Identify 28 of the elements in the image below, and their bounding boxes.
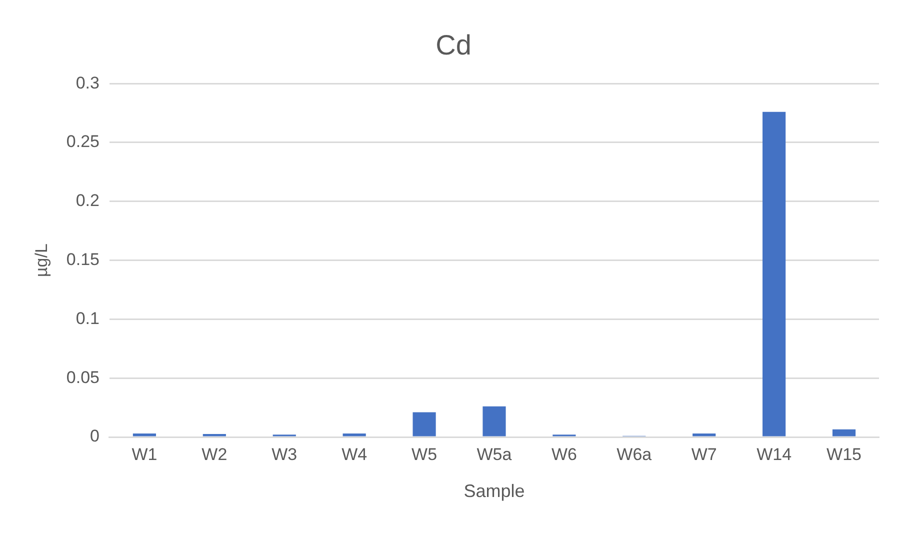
x-tick-label: W5a (476, 444, 512, 464)
x-tick-label: W5 (412, 444, 438, 464)
y-tick-label: 0.15 (66, 250, 100, 269)
y-tick-label: 0.1 (76, 308, 100, 328)
bar (762, 112, 786, 436)
x-axis-title: Sample (464, 481, 525, 502)
x-tick-label: W7 (691, 444, 717, 464)
y-tick-label: 0.25 (66, 132, 100, 152)
x-tick-label: W4 (342, 444, 368, 464)
bar (412, 412, 436, 436)
bar (692, 433, 716, 436)
bar (342, 433, 366, 436)
x-tick-label: W14 (756, 444, 792, 464)
x-tick-label: W1 (132, 444, 158, 464)
bar (482, 406, 506, 436)
y-tick-label: 0.3 (76, 73, 100, 92)
y-axis-title: µg/L (32, 244, 51, 278)
y-tick-label: 0.2 (76, 191, 100, 210)
bar (832, 429, 856, 436)
bar (132, 433, 156, 436)
y-tick-label: 0.05 (66, 368, 100, 387)
y-tick-label: 0 (90, 426, 100, 446)
x-tick-label: W3 (272, 444, 298, 464)
x-tick-label: W2 (202, 444, 228, 464)
x-tick-label: W15 (826, 444, 862, 464)
chart-title: Cd (436, 30, 472, 61)
x-tick-label: W6a (616, 444, 652, 464)
x-tick-label: W6 (551, 444, 577, 464)
